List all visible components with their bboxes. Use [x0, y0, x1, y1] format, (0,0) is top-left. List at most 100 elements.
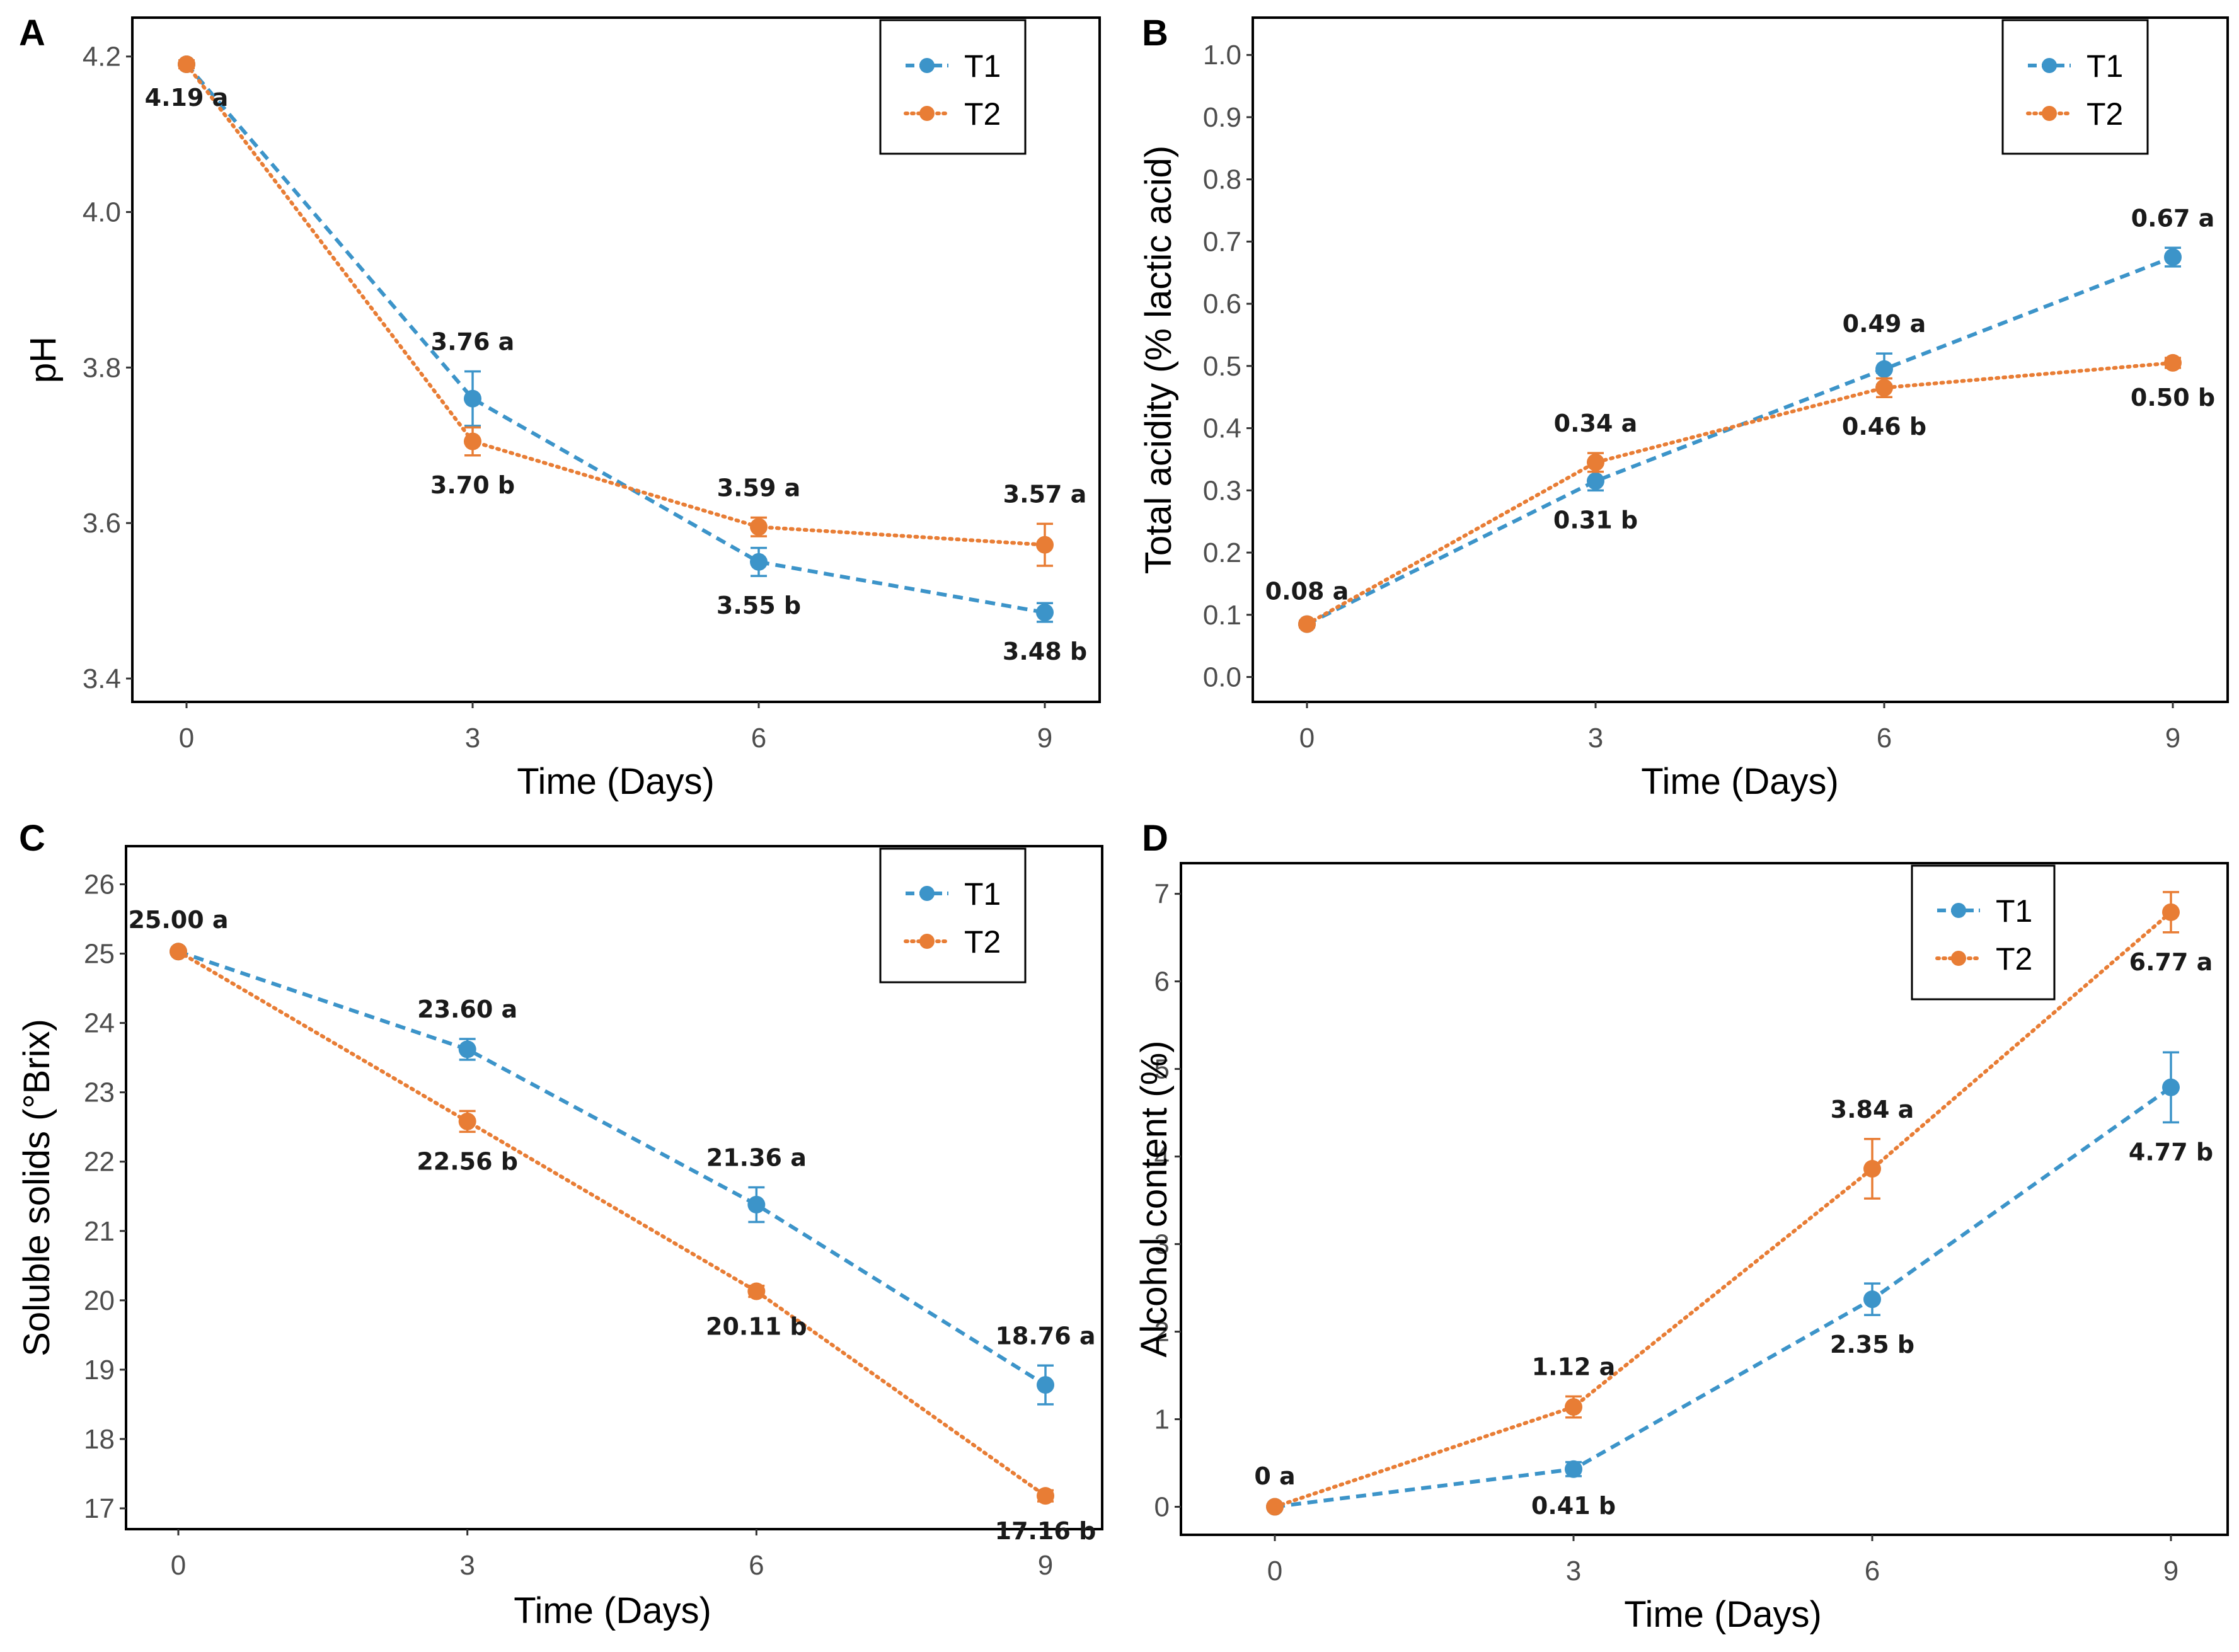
- data-label-t1-d: 2.35 b: [1830, 1331, 1914, 1358]
- data-point-t1-b: [1875, 360, 1893, 378]
- data-label-t1-c: 21.36 a: [706, 1144, 807, 1171]
- data-label-t1-a: 3.76 a: [431, 328, 515, 356]
- series-line-t2-d: [1273, 910, 2173, 1509]
- legend-marker-t1-b: [2042, 58, 2057, 73]
- y-tick-label-d: 1: [1154, 1404, 1170, 1435]
- y-tick-label-b: 0.4: [1203, 413, 1241, 444]
- y-tick-label-b: 0.9: [1203, 102, 1241, 133]
- x-axis-title-b: Time (Days): [1641, 761, 1839, 802]
- x-tick-label-d: 6: [1865, 1556, 1880, 1586]
- y-tick-label-c: 17: [84, 1493, 115, 1524]
- data-point-t2-a: [1036, 536, 1054, 554]
- y-tick-label-a: 3.6: [83, 508, 121, 539]
- data-label-t2-b: 0.08 a: [1265, 578, 1349, 605]
- y-tick-label-a: 3.8: [83, 352, 121, 383]
- x-tick-label-d: 3: [1566, 1556, 1581, 1586]
- panel-letter-b: B: [1142, 13, 1168, 54]
- x-tick-label-b: 3: [1588, 723, 1603, 754]
- data-label-t2-a: 3.59 a: [717, 474, 801, 502]
- data-label-t2-c: 22.56 b: [417, 1147, 518, 1175]
- data-point-t2-d: [1863, 1160, 1881, 1178]
- x-tick-label-c: 9: [1038, 1550, 1053, 1581]
- y-tick-label-b: 1.0: [1203, 40, 1241, 71]
- y-tick-label-d: 2: [1154, 1317, 1170, 1348]
- y-tick-label-d: 0: [1154, 1492, 1170, 1523]
- data-point-t1-c: [458, 1040, 476, 1058]
- y-tick-label-b: 0.1: [1203, 600, 1241, 631]
- x-axis-title-d: Time (Days): [1624, 1594, 1822, 1635]
- data-point-t1-d: [2162, 1078, 2180, 1096]
- data-point-t1-c: [1037, 1376, 1054, 1394]
- data-label-t2-d: 6.77 a: [2129, 948, 2213, 976]
- x-tick-label-c: 3: [459, 1550, 475, 1581]
- data-label-t2-b: 0.50 b: [2131, 384, 2215, 411]
- data-point-t1-b: [2164, 248, 2182, 267]
- data-point-t1-d: [1863, 1290, 1881, 1309]
- data-point-t1-b: [1587, 472, 1604, 490]
- legend-label-t2-b: T2: [2086, 96, 2123, 132]
- panel-c: C 17 18 19 20 21 22 23 24 25 26 0 3 6 9 25.00 a 23.60 a…: [16, 818, 1103, 1631]
- y-tick-label-d: 3: [1154, 1229, 1170, 1260]
- series-line-t1-d: [1274, 1086, 2172, 1509]
- plot-area-b: [1252, 16, 2229, 703]
- x-tick-label-b: 6: [1877, 723, 1892, 754]
- data-label-t2-d: 3.84 a: [1831, 1096, 1914, 1123]
- panel-letter-a: A: [19, 13, 45, 54]
- y-tick-label-b: 0.2: [1203, 537, 1241, 568]
- plot-area-c: [125, 845, 1103, 1530]
- x-tick-label-c: 6: [749, 1550, 764, 1581]
- x-tick-label-b: 9: [2165, 723, 2180, 754]
- data-point-t1-a: [1036, 604, 1054, 622]
- y-tick-label-b: 0.8: [1203, 164, 1241, 195]
- data-label-t2-a: 4.19 a: [145, 84, 229, 112]
- legend-d: T1 T2: [1911, 864, 2056, 1001]
- y-tick-label-c: 24: [84, 1008, 115, 1039]
- legend-label-t2-d: T2: [1996, 941, 2032, 977]
- data-point-t2-c: [170, 943, 187, 961]
- data-label-t1-c: 25.00 a: [128, 906, 228, 934]
- legend-box-a: [879, 19, 1027, 155]
- legend-box-d: [1911, 864, 2056, 1001]
- y-axis-title-c: Soluble solids (°Brix): [16, 1019, 57, 1357]
- data-label-t1-b: 0.31 b: [1553, 506, 1638, 534]
- y-axis-title-b: Total acidity (% lactic acid): [1138, 146, 1179, 574]
- marks-a: 3.4 3.6 3.8 4.0 4.2 0 3 6 9 3.76 a 3.55 b 3.48 b 4.1…: [83, 42, 1087, 754]
- legend-marker-t2-a: [919, 106, 935, 121]
- marks-b: 0.0 0.1 0.2 0.3 0.4 0.5 0.6 0.7 0.8 0.9 1.0 0 3 6 9 0.3…: [1203, 40, 2215, 754]
- legend-label-t2-c: T2: [964, 924, 1001, 960]
- y-tick-label-a: 4.0: [83, 197, 121, 228]
- data-label-t1-c: 18.76 a: [995, 1322, 1095, 1350]
- panel-d: D 0 1 2 3 4 5 6 7 0 3 6 9 0.41 b 2.35 b 4.77 b 0 a 1.12 …: [1134, 818, 2229, 1635]
- data-point-t2-a: [750, 518, 768, 536]
- series-line-t2-b: [1305, 360, 2175, 626]
- panel-letter-c: C: [19, 818, 45, 859]
- y-axis-title-d: Alcohol content (%): [1134, 1041, 1175, 1358]
- legend-label-t1-b: T1: [2086, 49, 2123, 84]
- series-line-t2-a: [185, 62, 1047, 547]
- legend-c: T1 T2: [879, 847, 1027, 984]
- y-tick-label-d: 4: [1154, 1142, 1170, 1173]
- data-point-t2-b: [2164, 353, 2182, 372]
- data-label-t1-c: 23.60 a: [417, 995, 517, 1023]
- data-point-t1-a: [750, 553, 768, 571]
- y-tick-label-d: 5: [1154, 1054, 1170, 1085]
- series-line-t1-b: [1306, 255, 2174, 626]
- data-label-t2-a: 3.70 b: [430, 471, 515, 499]
- data-point-t2-b: [1298, 615, 1316, 633]
- x-tick-label-d: 0: [1267, 1556, 1282, 1586]
- data-label-t1-b: 0.49 a: [1843, 310, 1926, 338]
- y-tick-label-c: 21: [84, 1216, 115, 1247]
- y-axis-title-a: pH: [23, 336, 64, 383]
- x-tick-label-c: 0: [171, 1550, 186, 1581]
- panel-a: A 3.4 3.6 3.8 4.0 4.2 0 3 6 9 3.76 a 3.55 b 3.48 b 4…: [19, 13, 1101, 802]
- data-label-t2-c: 20.11 b: [706, 1312, 807, 1340]
- x-tick-label-a: 9: [1037, 723, 1052, 754]
- data-label-t2-d: 1.12 a: [1532, 1353, 1616, 1380]
- panel-letter-d: D: [1142, 818, 1168, 859]
- data-label-t1-a: 3.48 b: [1003, 638, 1087, 665]
- y-tick-label-c: 19: [84, 1355, 115, 1385]
- y-tick-label-d: 7: [1154, 879, 1170, 910]
- data-point-t1-d: [1565, 1460, 1582, 1478]
- marks-c: 17 18 19 20 21 22 23 24 25 26 0 3 6 9 25.00 a 23.60 a 21…: [84, 869, 1096, 1581]
